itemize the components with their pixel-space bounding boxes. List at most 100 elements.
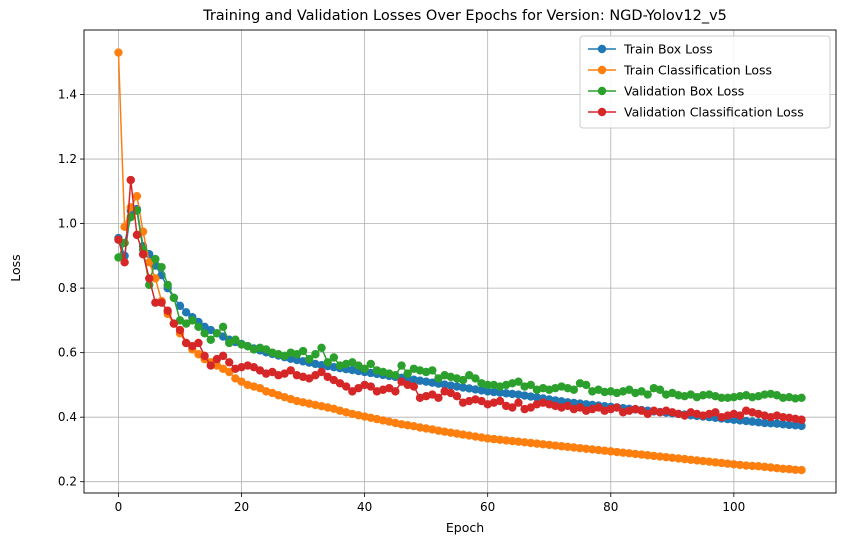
data-point [255,366,265,375]
data-point [175,316,185,325]
data-point [434,426,443,435]
data-point [138,250,148,259]
data-point [778,393,788,403]
data-point [643,390,652,399]
data-point [778,412,788,422]
y-tick-label: 0.8 [58,281,77,295]
data-point [520,438,529,447]
data-point [785,464,794,474]
data-point [711,458,720,467]
data-point [723,393,732,403]
data-point [514,437,523,446]
x-axis-ticks: 0 20 40 60 80 100 [115,493,745,514]
data-point [483,434,492,443]
data-point [132,191,142,201]
data-point [391,387,400,396]
legend-item: Validation Classification Loss [588,105,804,120]
data-point [643,409,652,419]
legend-label: Train Classification Loss [623,63,772,78]
data-point [200,329,209,338]
x-tick-label: 80 [603,500,618,514]
data-point [532,393,542,402]
data-point [329,353,339,362]
data-point [778,464,788,473]
data-point [200,351,209,361]
data-point [594,445,603,455]
data-point [581,400,591,409]
data-point [754,462,763,471]
legend-item: Train Classification Loss [588,63,772,78]
data-point [600,446,609,455]
data-point [618,448,628,457]
data-point [181,319,191,328]
data-point [643,451,652,460]
data-point [311,371,320,380]
data-point [169,293,179,302]
data-point [218,322,228,332]
data-point [797,465,806,475]
data-point [218,364,228,373]
data-point [421,424,431,433]
data-point [545,440,554,450]
data-point [754,418,763,427]
data-point [428,378,437,387]
data-point [188,342,197,351]
data-point [649,451,659,461]
data-point [206,361,215,370]
data-point [385,383,394,393]
data-point [458,375,468,385]
data-point [606,447,615,456]
legend-marker [597,44,607,54]
data-point [292,350,302,359]
data-point [717,393,726,403]
data-point [514,398,523,407]
data-point [698,456,708,466]
data-point [212,354,222,364]
data-point [151,254,160,264]
data-point [557,442,566,451]
data-point [471,374,480,383]
data-point [175,301,185,311]
data-point [354,383,363,393]
data-point [446,381,455,390]
data-point [674,391,683,400]
data-point [360,364,369,373]
data-point [317,367,326,377]
data-point [409,382,419,391]
data-point [305,354,314,364]
data-point [120,258,129,267]
data-point [594,403,603,412]
data-point [249,362,259,372]
data-point [415,376,425,385]
data-point [286,366,295,375]
data-point [126,175,135,185]
data-point [446,388,455,398]
data-point [778,420,788,429]
data-point [575,403,585,412]
data-point [760,462,769,472]
data-point [114,48,123,57]
data-point [791,465,800,474]
data-point [335,379,345,388]
data-point [680,411,689,420]
data-point [772,463,782,473]
x-tick-label: 0 [115,500,123,514]
chart-legend: Train Box Loss Train Classification Loss V… [579,35,831,129]
data-point [421,377,431,386]
series-4 [114,175,806,424]
data-point [766,419,775,428]
data-point [348,358,357,367]
data-point [145,274,154,283]
data-point [637,406,646,415]
data-point [766,463,775,472]
data-point [440,427,449,436]
data-point [588,445,597,454]
data-point [175,325,185,335]
data-point [329,375,339,385]
data-point [785,413,794,423]
data-point [452,382,462,391]
data-point [729,415,739,424]
data-point [563,401,572,411]
